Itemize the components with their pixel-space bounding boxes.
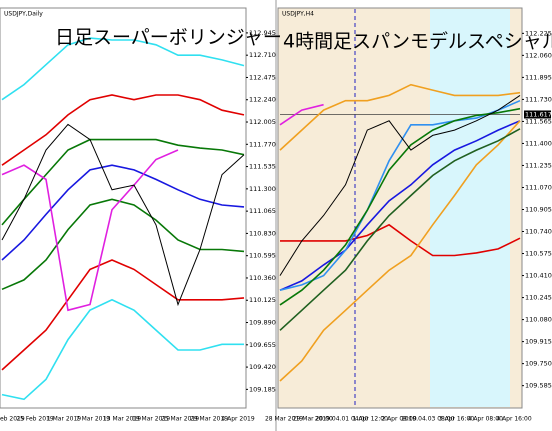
y-tick-label: 109.585 (525, 382, 552, 390)
x-tick-label: 4 Apr 16:00 (496, 416, 531, 423)
series-line (1, 259, 245, 371)
y-tick-label: 111.300 (249, 185, 276, 193)
right-header: USDJPY,H4 (282, 11, 314, 18)
y-tick-label: 109.750 (525, 360, 552, 368)
last-price-box (524, 110, 551, 119)
y-tick-label: 110.410 (525, 272, 552, 280)
series-line (1, 94, 245, 166)
y-tick-label: 110.360 (249, 274, 276, 282)
x-tick-label: 28 Mar 2019 (265, 416, 303, 423)
y-tick-label: 110.125 (249, 296, 276, 304)
y-tick-label: 112.060 (525, 51, 552, 59)
y-tick-label: 110.830 (249, 229, 276, 237)
x-tick-label: 1 Apr 12:00 (353, 416, 388, 423)
x-tick-label: 2019.04.03 08:00 (401, 416, 455, 423)
y-tick-label: 110.595 (249, 252, 276, 260)
series-line (1, 149, 179, 312)
series-line (279, 99, 521, 291)
series-line (280, 223, 521, 257)
left-plot-frame (0, 7, 247, 409)
x-tick-label: 2019.04.01 04:00 (315, 416, 369, 423)
x-tick-label: 19 Mar 2019 (132, 416, 170, 423)
x-tick-label: 25 Feb 2019 (16, 416, 54, 423)
x-tick-label: 13 Mar 2019 (103, 416, 141, 423)
x-tick-label: 2 Apr 08:00 (381, 416, 416, 423)
series-line (279, 83, 521, 151)
chart-title: 日足スーパーボリンジャー (55, 27, 282, 49)
y-tick-label: 110.575 (525, 250, 552, 258)
series-line (1, 298, 244, 401)
y-tick-label: 109.420 (249, 363, 276, 371)
y-tick-label: 112.475 (249, 73, 276, 81)
x-tick-label: 7 Mar 2019 (76, 416, 110, 423)
right-highlight (430, 9, 510, 407)
series-line (1, 198, 245, 291)
series-line (1, 37, 245, 101)
x-tick-label: 29 Mar 20:00 (293, 416, 333, 423)
left-header: USDJPY,Daily (4, 11, 43, 18)
y-tick-label: 112.710 (249, 51, 276, 59)
x-tick-label: 4 Apr 2019 (221, 416, 254, 423)
x-tick-label: 1 Mar 2019 (47, 416, 81, 423)
series-line (279, 128, 521, 331)
x-tick-label: 19 Feb 2019 (0, 416, 25, 423)
y-tick-label: 112.240 (249, 96, 276, 104)
series-line (279, 103, 324, 126)
y-tick-label: 109.890 (249, 319, 276, 327)
y-tick-label: 111.235 (525, 161, 552, 169)
y-tick-label: 111.565 (525, 117, 552, 125)
y-tick-label: 111.535 (249, 163, 276, 171)
series-line (279, 120, 521, 291)
y-tick-label: 110.740 (525, 228, 552, 236)
y-tick-label: 111.400 (525, 139, 552, 147)
y-tick-label: 111.065 (249, 207, 276, 215)
series-line (279, 120, 521, 382)
y-tick-label: 110.905 (525, 205, 552, 213)
y-tick-label: 109.915 (525, 338, 552, 346)
series-line (1, 138, 245, 226)
series-line (1, 123, 245, 307)
y-tick-label: 111.895 (525, 73, 552, 81)
y-tick-label: 112.945 (249, 29, 276, 37)
chart-title: 4時間足スパンモデルスペシャル (283, 31, 552, 53)
last-price-label: 111.617 (525, 110, 552, 118)
y-tick-label: 109.185 (249, 385, 276, 393)
x-tick-label: 4 Apr 08:00 (468, 416, 503, 423)
x-tick-label: 29 Mar 2019 (190, 416, 228, 423)
y-tick-label: 112.005 (249, 118, 276, 126)
y-tick-label: 111.070 (525, 183, 552, 191)
series-line (279, 107, 521, 306)
series-line (1, 164, 245, 261)
y-tick-label: 110.245 (525, 294, 552, 302)
x-tick-label: 3 Apr 16:00 (439, 416, 474, 423)
y-tick-label: 112.225 (525, 29, 552, 37)
y-tick-label: 109.655 (249, 341, 276, 349)
y-tick-label: 111.730 (525, 95, 552, 103)
series-line (279, 94, 521, 276)
y-tick-label: 110.080 (525, 316, 552, 324)
y-tick-label: 111.770 (249, 140, 276, 148)
x-tick-label: 25 Mar 2019 (161, 416, 199, 423)
